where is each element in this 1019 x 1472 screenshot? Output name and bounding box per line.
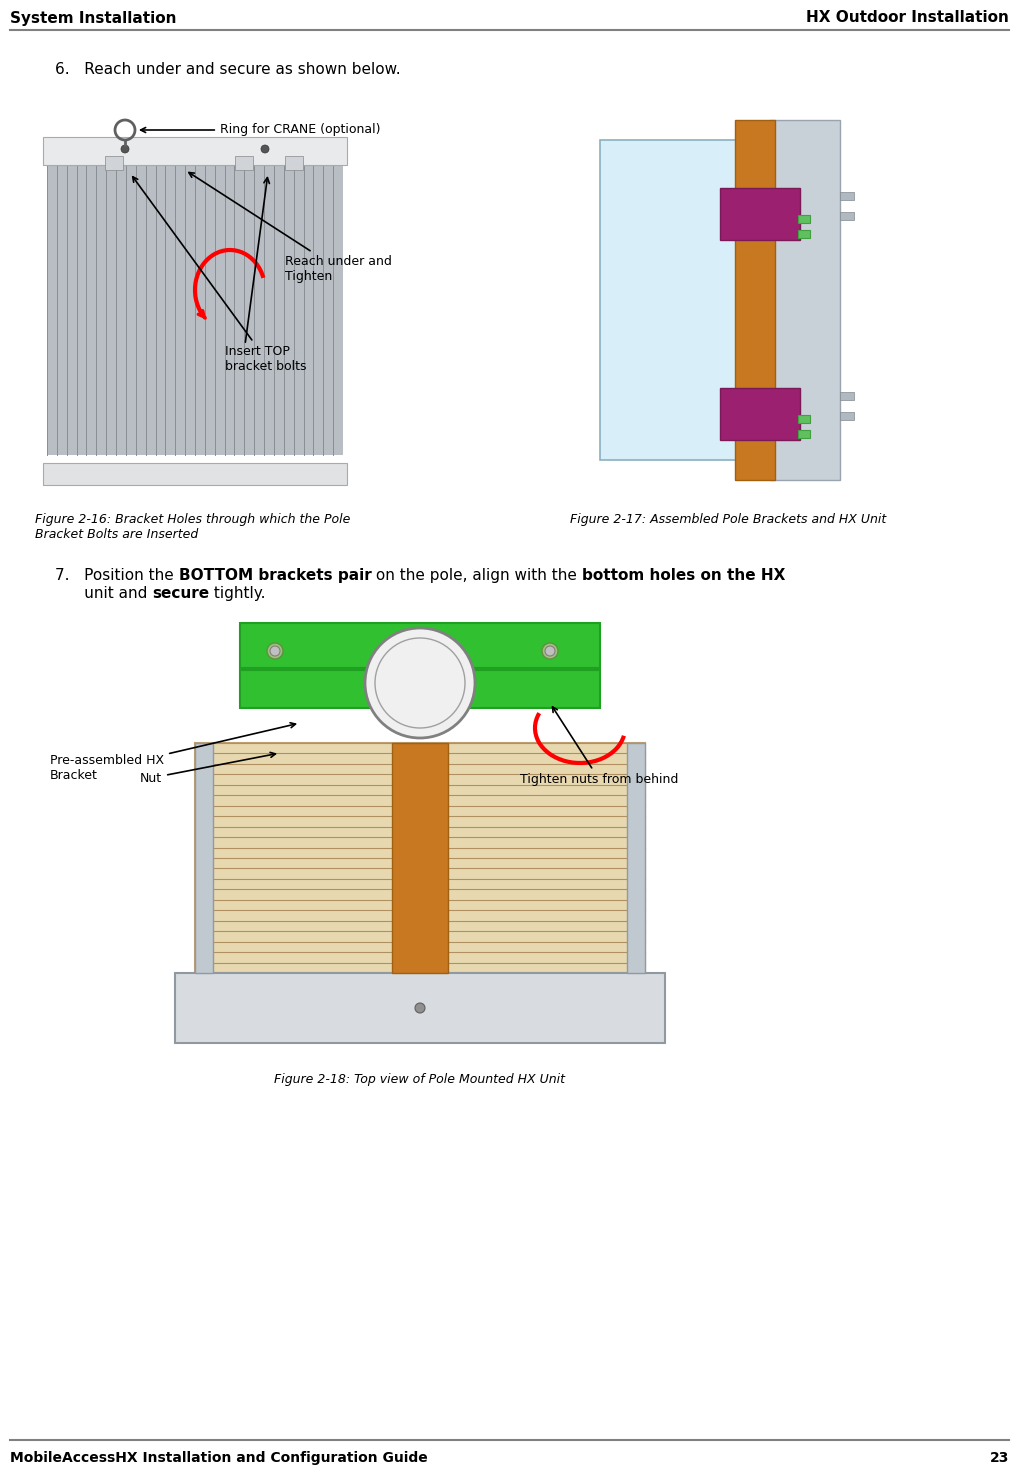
Bar xyxy=(43,464,347,484)
FancyBboxPatch shape xyxy=(35,115,355,495)
Text: MobileAccessHX Installation and Configuration Guide: MobileAccessHX Installation and Configur… xyxy=(10,1451,428,1465)
Text: tightly.: tightly. xyxy=(209,586,266,601)
Bar xyxy=(195,743,645,973)
Text: Pre-assembled HX
Bracket: Pre-assembled HX Bracket xyxy=(50,723,296,782)
Bar xyxy=(735,121,775,480)
Circle shape xyxy=(267,643,283,659)
Text: Nut: Nut xyxy=(140,752,275,785)
Bar xyxy=(285,156,303,169)
Bar xyxy=(43,137,347,165)
Text: Reach under and
Tighten: Reach under and Tighten xyxy=(189,172,392,283)
Text: Insert TOP
bracket bolts: Insert TOP bracket bolts xyxy=(132,177,307,372)
Bar xyxy=(240,670,600,708)
Bar xyxy=(240,623,600,668)
Text: on the pole, align with the: on the pole, align with the xyxy=(371,568,582,583)
Text: 7.   Position the: 7. Position the xyxy=(55,568,178,583)
Text: unit and: unit and xyxy=(55,586,152,601)
Bar xyxy=(770,121,840,480)
Bar xyxy=(105,156,123,169)
Text: 6.   Reach under and secure as shown below.: 6. Reach under and secure as shown below… xyxy=(55,62,400,77)
Text: HX Outdoor Installation: HX Outdoor Installation xyxy=(806,10,1009,25)
Text: System Installation: System Installation xyxy=(10,10,176,25)
Bar xyxy=(720,389,800,440)
Circle shape xyxy=(542,643,558,659)
Circle shape xyxy=(415,1002,425,1013)
Bar xyxy=(235,156,253,169)
Bar xyxy=(798,415,810,422)
Bar xyxy=(840,191,854,200)
Bar xyxy=(798,430,810,439)
Text: bottom holes on the HX: bottom holes on the HX xyxy=(582,568,786,583)
Bar xyxy=(600,140,740,459)
Bar xyxy=(798,230,810,238)
Circle shape xyxy=(261,146,269,153)
Bar xyxy=(195,743,213,973)
Bar xyxy=(392,743,448,973)
Circle shape xyxy=(121,146,129,153)
Text: Figure 2-17: Assembled Pole Brackets and HX Unit: Figure 2-17: Assembled Pole Brackets and… xyxy=(570,514,887,526)
Bar xyxy=(720,188,800,240)
Circle shape xyxy=(365,629,475,737)
Text: secure: secure xyxy=(152,586,209,601)
Bar xyxy=(798,215,810,222)
Bar xyxy=(840,392,854,400)
Bar xyxy=(840,412,854,420)
Bar xyxy=(47,165,343,455)
Circle shape xyxy=(545,646,555,657)
Bar xyxy=(175,973,665,1044)
Text: 23: 23 xyxy=(989,1451,1009,1465)
Circle shape xyxy=(270,646,280,657)
Text: BOTTOM brackets pair: BOTTOM brackets pair xyxy=(178,568,371,583)
Text: Figure 2-18: Top view of Pole Mounted HX Unit: Figure 2-18: Top view of Pole Mounted HX… xyxy=(274,1073,566,1086)
Bar xyxy=(840,212,854,219)
Text: Tighten nuts from behind: Tighten nuts from behind xyxy=(520,707,679,786)
Text: Figure 2-16: Bracket Holes through which the Pole
Bracket Bolts are Inserted: Figure 2-16: Bracket Holes through which… xyxy=(35,514,351,542)
Bar xyxy=(627,743,645,973)
Text: Ring for CRANE (optional): Ring for CRANE (optional) xyxy=(141,124,380,137)
